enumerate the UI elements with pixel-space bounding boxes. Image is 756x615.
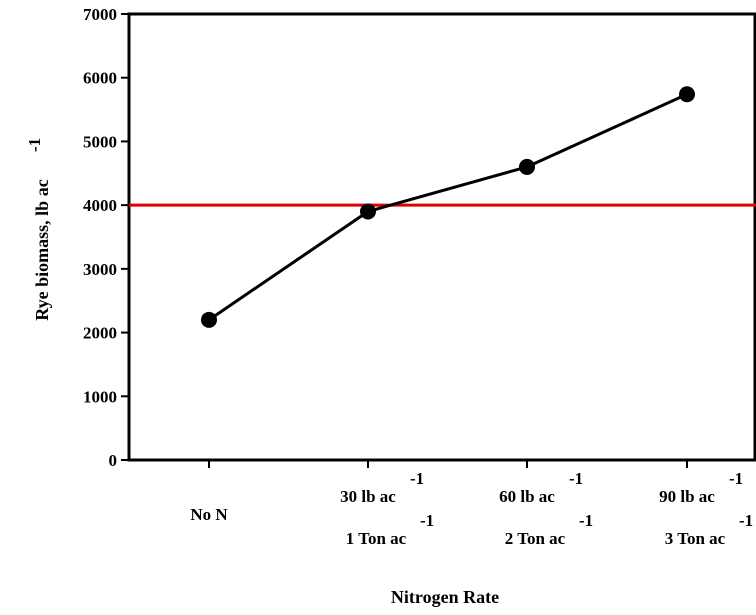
y-tick-label: 6000 (83, 69, 117, 88)
x-tick-label-line2-sup: -1 (739, 511, 753, 530)
y-tick-label: 2000 (83, 324, 117, 343)
x-axis-title: Nitrogen Rate (391, 587, 499, 607)
y-tick-label: 7000 (83, 5, 117, 24)
y-tick-label: 4000 (83, 196, 117, 215)
data-point (201, 311, 217, 328)
x-tick-label-line2-sup: -1 (579, 511, 593, 530)
y-tick-label: 0 (109, 451, 118, 470)
x-tick-label-sup: -1 (729, 469, 743, 488)
plot-area (129, 12, 756, 460)
x-tick-label-sup: -1 (410, 469, 424, 488)
y-axis-title-sup: -1 (25, 138, 44, 152)
x-tick-label-line2: 3 Ton ac (665, 529, 726, 548)
y-axis-title: Rye biomass, lb ac -1 (25, 138, 52, 321)
y-tick-label: 5000 (83, 132, 117, 151)
x-tick-label: No N (190, 505, 228, 524)
series-layer (201, 86, 695, 328)
y-tick-label: 1000 (83, 387, 117, 406)
x-tick-label-line2: 2 Ton ac (505, 529, 566, 548)
x-tick-label: 30 lb ac (340, 487, 396, 506)
y-axis-title-main: Rye biomass, lb ac (32, 179, 52, 320)
y-axis: 0 1000 2000 3000 4000 5000 6000 7000 (83, 5, 131, 470)
x-tick-label: 90 lb ac (659, 487, 715, 506)
data-point (519, 158, 535, 175)
x-tick-label-sup: -1 (569, 469, 583, 488)
series-line (208, 92, 688, 322)
x-tick-label-line2: 1 Ton ac (346, 529, 407, 548)
x-axis: No N 30 lb ac -1 1 Ton ac -1 60 lb ac -1 2 Ton … (129, 458, 756, 548)
x-tick-label-line2-sup: -1 (420, 511, 434, 530)
x-tick-label: 60 lb ac (499, 487, 555, 506)
y-tick-label: 3000 (83, 260, 117, 279)
data-point (679, 86, 695, 103)
data-point (360, 203, 376, 220)
